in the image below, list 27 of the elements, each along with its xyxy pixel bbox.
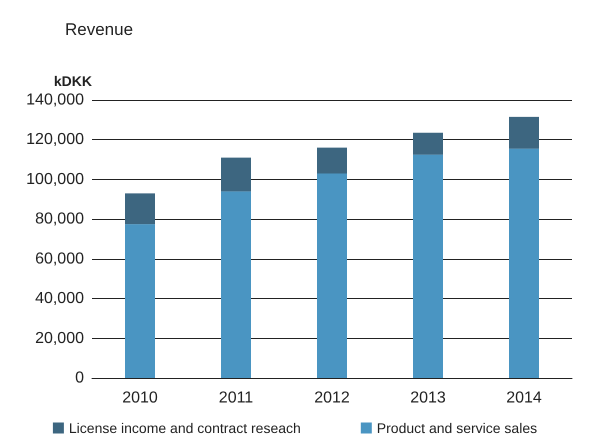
y-tick-label: 40,000 bbox=[35, 290, 84, 308]
x-tick-label: 2011 bbox=[218, 390, 254, 406]
bar bbox=[413, 132, 443, 155]
chart-title: Revenue bbox=[65, 20, 134, 39]
bar bbox=[125, 224, 155, 378]
x-tick-label: 2012 bbox=[314, 390, 350, 406]
y-tick-label: 0 bbox=[75, 370, 84, 386]
y-axis-title: kDKK bbox=[54, 73, 92, 89]
bar bbox=[317, 148, 347, 174]
bar bbox=[317, 173, 347, 378]
bar bbox=[509, 148, 539, 378]
bar bbox=[413, 154, 443, 378]
y-tick-label: 100,000 bbox=[26, 170, 84, 188]
bar bbox=[221, 158, 251, 192]
bar bbox=[221, 191, 251, 378]
bar bbox=[125, 193, 155, 224]
x-tick-label: 2010 bbox=[122, 390, 158, 406]
legend-label: Product and service sales bbox=[376, 420, 538, 436]
y-tick-label: 140,000 bbox=[26, 92, 84, 108]
x-tick-label: 2014 bbox=[506, 390, 542, 406]
y-tick-label: 120,000 bbox=[26, 131, 84, 148]
x-tick-label: 2013 bbox=[410, 390, 446, 406]
y-tick-label: 60,000 bbox=[35, 250, 84, 268]
y-tick-label: 80,000 bbox=[35, 210, 84, 228]
bar bbox=[509, 116, 539, 149]
y-tick-label: 20,000 bbox=[35, 330, 84, 347]
legend-label: License income and contract reseach bbox=[68, 420, 301, 436]
